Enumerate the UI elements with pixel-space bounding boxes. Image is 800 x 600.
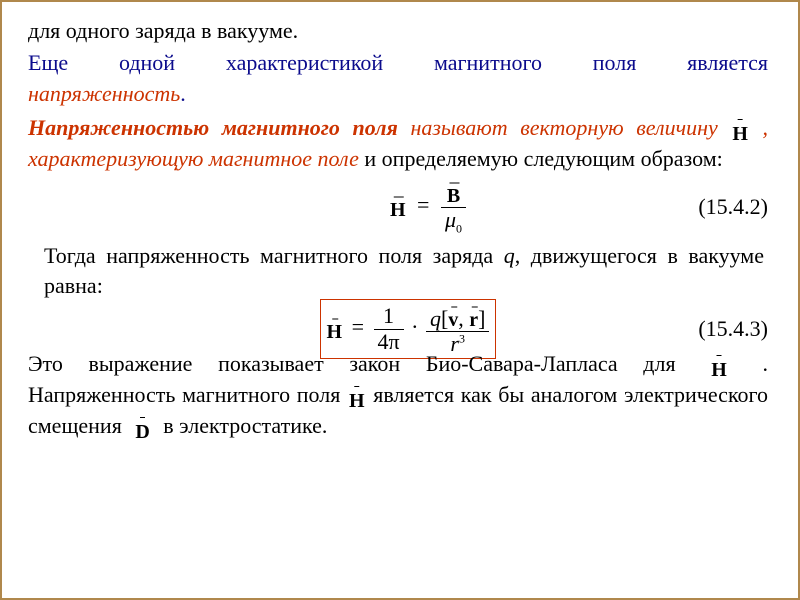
vector-H-inline-3: ⎯ H (349, 383, 365, 411)
vector-H-inline-1: ⎯ H (732, 116, 748, 144)
symbol-q: q (504, 243, 515, 268)
characteristic-sentence: Еще одной характеристикой магнитного пол… (28, 48, 768, 109)
par3-text-a: Тогда напряженность магнитного поля заря… (44, 243, 504, 268)
last-paragraph: Это выражение показывает закон Био-Савар… (28, 349, 768, 442)
eq2-H: ⎯ H (327, 314, 343, 342)
definition-call: называют векторную величину (410, 115, 730, 140)
line-vacuum-charge: для одного заряда в вакууме. (28, 16, 768, 46)
definition-tail: и определяемую следующим образом: (364, 146, 722, 171)
definition-block: Напряженностью магнитного поля называют … (28, 113, 768, 174)
document-page: для одного заряда в вакууме. Еще одной х… (0, 0, 800, 600)
equation-2-number: (15.4.3) (668, 314, 768, 344)
vector-H-inline-2: ⎯ H (711, 352, 727, 380)
characteristic-text: Еще одной характеристикой магнитного пол… (28, 50, 768, 75)
equation-1: ⎯⎯ H = ⎯⎯ B μ0 (188, 178, 668, 236)
eq2-frac2: q[⎯v, ⎯r] r3 (426, 302, 490, 356)
eq2-frac1: 1 4π (374, 304, 404, 353)
eq1-lhs-H: ⎯⎯ H (390, 192, 406, 220)
definition-bold-term: Напряженностью магнитного поля (28, 115, 398, 140)
eq1-equals: = (417, 192, 429, 217)
equation-1-row: ⎯⎯ H = ⎯⎯ B μ0 (15.4.2) (28, 178, 768, 236)
last-text-d: в электростатике. (163, 413, 327, 438)
last-text-a: Это выражение показывает закон Био-Савар… (28, 351, 701, 376)
paragraph-charge-q: Тогда напряженность магнитного поля заря… (28, 241, 768, 300)
equation-1-number: (15.4.2) (668, 192, 768, 222)
eq1-rhs-fraction: ⎯⎯ B μ0 (441, 178, 466, 236)
term-napryazhennost: напряженность (28, 81, 180, 106)
vector-D-inline: ⎯ D (135, 414, 149, 442)
